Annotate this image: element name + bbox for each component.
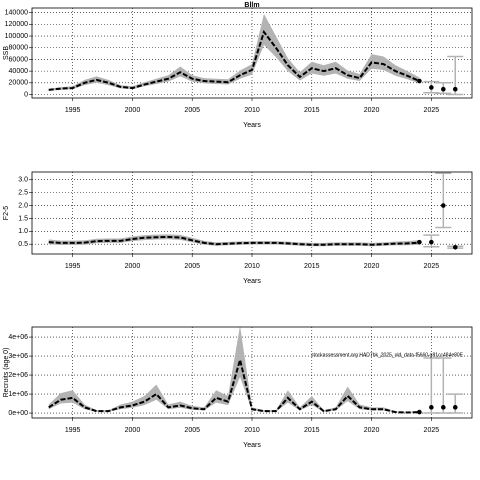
y-axis-label: Recruits (age 0) (3, 348, 10, 398)
x-tick-label: 2000 (125, 427, 141, 434)
y-tick-label: 40000 (9, 68, 29, 75)
x-axis-label: Years (243, 442, 261, 449)
confidence-band (48, 13, 420, 91)
y-axis-label: SSB (3, 46, 10, 60)
x-axis-label: Years (243, 122, 261, 129)
projection-point (417, 78, 422, 84)
y-tick-label: 0 (24, 91, 28, 98)
y-tick-label: 0e+00 (8, 410, 28, 417)
confidence-band (48, 325, 420, 413)
x-tick-label: 1995 (65, 107, 81, 114)
x-tick-label: 2015 (304, 107, 320, 114)
annotation: stockassessment.org HAD7bk_2025_old_data… (311, 352, 464, 358)
y-tick-label: 3e+06 (8, 353, 28, 360)
x-tick-label: 2005 (184, 263, 200, 270)
y-tick-label: 120000 (5, 21, 28, 28)
x-tick-label: 1995 (65, 427, 81, 434)
y-tick-label: 1e+06 (8, 391, 28, 398)
y-tick-label: 3.0 (18, 177, 28, 184)
projection-point (452, 86, 458, 92)
x-tick-label: 2015 (304, 427, 320, 434)
projection-point (452, 244, 458, 250)
y-tick-label: 1.5 (18, 215, 28, 222)
y-tick-label: 80000 (9, 45, 29, 52)
y-tick-label: 100000 (5, 33, 28, 40)
y-tick-label: 2.0 (18, 202, 28, 209)
projection-point (429, 405, 434, 410)
projection-point (429, 239, 434, 245)
projection-point (429, 85, 434, 90)
plot-frame (31, 326, 473, 419)
projection-point (441, 405, 446, 410)
x-tick-label: 2005 (184, 427, 200, 434)
x-tick-label: 2020 (364, 263, 380, 270)
x-tick-label: 2010 (244, 107, 260, 114)
x-tick-label: 2020 (364, 107, 380, 114)
x-tick-label: 2025 (424, 427, 440, 434)
x-tick-label: 2020 (364, 427, 380, 434)
y-axis-label: F2-5 (3, 206, 10, 221)
x-tick-label: 2010 (244, 263, 260, 270)
x-tick-label: 2010 (244, 427, 260, 434)
x-tick-label: 1995 (65, 263, 81, 270)
y-tick-label: 0.5 (18, 241, 28, 248)
line (48, 235, 420, 246)
y-tick-label: 140000 (5, 10, 28, 17)
x-tick-label: 2025 (424, 107, 440, 114)
x-tick-label: 2000 (125, 107, 141, 114)
y-tick-label: 1.0 (18, 228, 28, 235)
y-tick-label: 4e+06 (8, 334, 28, 341)
projection-point (441, 203, 446, 208)
y-tick-label: 60000 (9, 56, 29, 63)
x-axis-label: Years (243, 278, 261, 285)
chart-title: Bllm (244, 2, 259, 9)
x-tick-label: 2015 (304, 263, 320, 270)
x-tick-label: 2025 (424, 263, 440, 270)
x-tick-label: 2005 (184, 107, 200, 114)
projection-point (417, 409, 422, 415)
projection-point (417, 239, 422, 245)
y-tick-label: 2e+06 (8, 372, 28, 379)
y-tick-label: 2.5 (18, 189, 28, 196)
line (48, 29, 420, 91)
x-tick-label: 2000 (125, 263, 141, 270)
y-tick-label: 20000 (9, 80, 29, 87)
plot-frame (31, 7, 473, 99)
projection-point (452, 405, 458, 410)
projection-point (441, 86, 446, 92)
plot-frame (31, 171, 473, 255)
